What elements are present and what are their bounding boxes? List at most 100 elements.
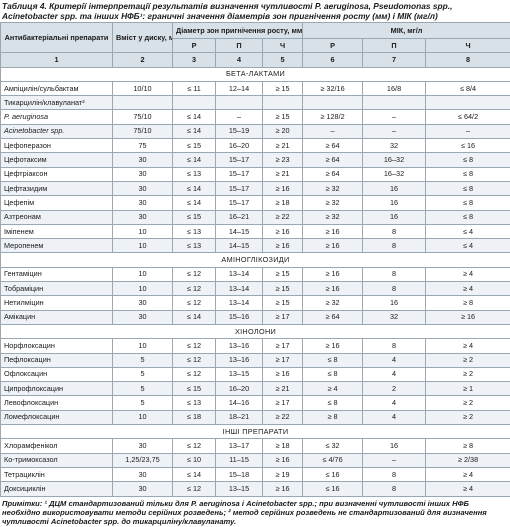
drug-name: Пефлоксацин: [1, 353, 113, 367]
cell: 30: [113, 439, 173, 453]
cell: ≤ 14: [173, 153, 216, 167]
cell: 10: [113, 339, 173, 353]
cell: [426, 96, 510, 110]
column-number: 5: [263, 53, 303, 67]
cell: ≥ 15: [263, 110, 303, 124]
cell: ≤ 12: [173, 267, 216, 281]
cell: ≥ 4: [303, 382, 363, 396]
cell: ≤ 18: [173, 410, 216, 424]
cell: 30: [113, 310, 173, 324]
cell: ≤ 12: [173, 353, 216, 367]
cell: ≥ 128/2: [303, 110, 363, 124]
cell: 14–16: [216, 396, 263, 410]
cell: ≥ 23: [263, 153, 303, 167]
cell: ≥ 16: [426, 310, 510, 324]
cell: 75/10: [113, 110, 173, 124]
column-number: 2: [113, 53, 173, 67]
cell: ≤ 16: [303, 482, 363, 496]
cell: 8: [363, 267, 426, 281]
cell: 4: [363, 353, 426, 367]
cell: ≥ 18: [263, 196, 303, 210]
cell: 15–17: [216, 181, 263, 195]
cell: 16–32: [363, 153, 426, 167]
cell: ≥ 15: [263, 282, 303, 296]
drug-name: Гентаміцин: [1, 267, 113, 281]
drug-name: Доксициклін: [1, 482, 113, 496]
cell: ≥ 64: [303, 310, 363, 324]
cell: –: [363, 453, 426, 467]
cell: ≥ 64: [303, 167, 363, 181]
cell: 30: [113, 196, 173, 210]
drug-name: Цефоперазон: [1, 139, 113, 153]
cell: ≤ 15: [173, 139, 216, 153]
drug-name: Ломефлоксацин: [1, 410, 113, 424]
section-row: АМІНОГЛІКОЗИДИ: [1, 253, 510, 267]
cell: 10: [113, 224, 173, 238]
cell: ≤ 14: [173, 181, 216, 195]
cell: ≥ 32/16: [303, 81, 363, 95]
cell: ≤ 13: [173, 224, 216, 238]
cell: 8: [363, 224, 426, 238]
cell: ≤ 8: [303, 353, 363, 367]
header-cell: Ч: [263, 39, 303, 53]
cell: ≤ 15: [173, 210, 216, 224]
cell: ≥ 18: [263, 439, 303, 453]
table-title: Таблиця 4. Критерії інтерпретації резуль…: [0, 0, 510, 22]
drug-name: Нетилміцин: [1, 296, 113, 310]
cell: ≥ 15: [263, 296, 303, 310]
cell: 16: [363, 181, 426, 195]
column-number: 4: [216, 53, 263, 67]
drug-name: Цефтріаксон: [1, 167, 113, 181]
cell: 8: [363, 239, 426, 253]
header-cell: П: [363, 39, 426, 53]
cell: –: [363, 124, 426, 138]
cell: ≤ 10: [173, 453, 216, 467]
cell: 16: [363, 196, 426, 210]
cell: 15–16: [216, 310, 263, 324]
cell: ≥ 16: [303, 239, 363, 253]
cell: 8: [363, 282, 426, 296]
cell: ≥ 17: [263, 310, 303, 324]
cell: ≥ 16: [263, 239, 303, 253]
cell: 16–20: [216, 139, 263, 153]
cell: 12–14: [216, 81, 263, 95]
section-title: БЕТА-ЛАКТАМИ: [1, 67, 510, 81]
cell: ≤ 64/2: [426, 110, 510, 124]
drug-name: Іміпенем: [1, 224, 113, 238]
cell: ≥ 2/38: [426, 453, 510, 467]
table-row: Тикарцилін/клавуланат²: [1, 96, 510, 110]
drug-name: Acinetobacter spp.: [1, 124, 113, 138]
cell: ≥ 8: [426, 296, 510, 310]
cell: ≥ 64: [303, 139, 363, 153]
header-cell: Р: [173, 39, 216, 53]
cell: ≥ 15: [263, 267, 303, 281]
drug-name: Хлорамфенікол: [1, 439, 113, 453]
drug-name: Азтреонам: [1, 210, 113, 224]
section-row: ІНШІ ПРЕПАРАТИ: [1, 425, 510, 439]
cell: ≤ 13: [173, 396, 216, 410]
drug-name: Цефотаксим: [1, 153, 113, 167]
cell: 16: [363, 296, 426, 310]
cell: 10: [113, 267, 173, 281]
header-cell: Діаметр зон пригнічення росту, мм: [173, 23, 303, 39]
cell: 16: [363, 210, 426, 224]
cell: –: [426, 124, 510, 138]
cell: [363, 96, 426, 110]
cell: 15–18: [216, 467, 263, 481]
cell: ≥ 32: [303, 296, 363, 310]
cell: ≤ 14: [173, 310, 216, 324]
cell: 4: [363, 367, 426, 381]
cell: ≥ 2: [426, 410, 510, 424]
cell: ≤ 14: [173, 467, 216, 481]
